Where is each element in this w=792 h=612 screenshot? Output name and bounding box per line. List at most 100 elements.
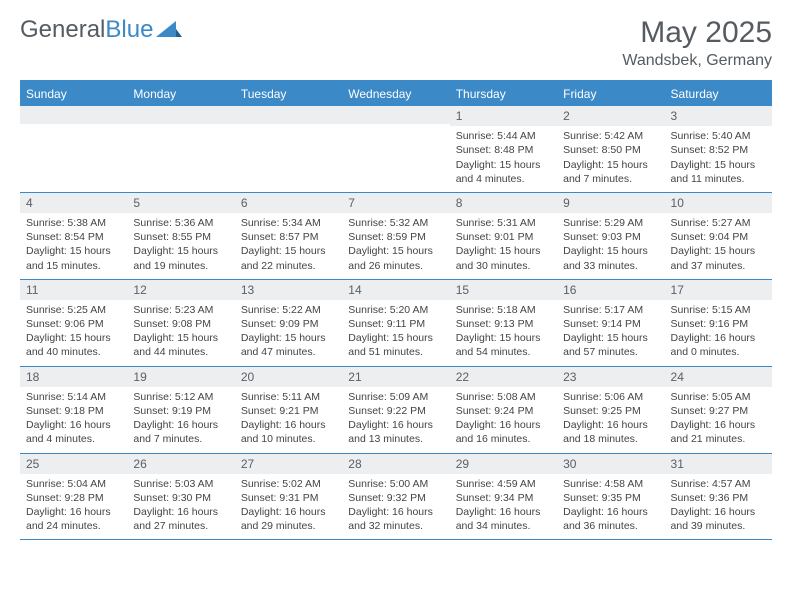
day-cell: 24Sunrise: 5:05 AMSunset: 9:27 PMDayligh… (665, 367, 772, 453)
day-line: Daylight: 15 hours and 26 minutes. (348, 244, 443, 272)
dow-cell: Friday (557, 82, 664, 106)
day-number: 24 (665, 367, 772, 387)
day-body: Sunrise: 5:31 AMSunset: 9:01 PMDaylight:… (450, 213, 557, 279)
day-number (342, 106, 449, 124)
day-cell: 28Sunrise: 5:00 AMSunset: 9:32 PMDayligh… (342, 454, 449, 540)
day-line: Sunset: 9:36 PM (671, 491, 766, 505)
day-line: Daylight: 16 hours and 24 minutes. (26, 505, 121, 533)
day-line: Sunset: 9:31 PM (241, 491, 336, 505)
day-line: Sunset: 9:27 PM (671, 404, 766, 418)
day-cell: 13Sunrise: 5:22 AMSunset: 9:09 PMDayligh… (235, 280, 342, 366)
day-body: Sunrise: 5:25 AMSunset: 9:06 PMDaylight:… (20, 300, 127, 366)
day-line: Sunset: 8:57 PM (241, 230, 336, 244)
day-cell: 2Sunrise: 5:42 AMSunset: 8:50 PMDaylight… (557, 106, 664, 192)
day-line: Sunset: 9:06 PM (26, 317, 121, 331)
day-line: Sunset: 9:28 PM (26, 491, 121, 505)
day-line: Daylight: 15 hours and 11 minutes. (671, 158, 766, 186)
day-cell: 15Sunrise: 5:18 AMSunset: 9:13 PMDayligh… (450, 280, 557, 366)
day-line: Sunset: 9:03 PM (563, 230, 658, 244)
day-number: 31 (665, 454, 772, 474)
brand-general: General (20, 16, 105, 44)
day-number: 5 (127, 193, 234, 213)
brand-blue: Blue (105, 16, 153, 44)
day-number: 30 (557, 454, 664, 474)
day-line: Daylight: 16 hours and 4 minutes. (26, 418, 121, 446)
day-line: Daylight: 15 hours and 30 minutes. (456, 244, 551, 272)
day-number: 15 (450, 280, 557, 300)
day-line: Sunrise: 5:04 AM (26, 477, 121, 491)
day-cell (127, 106, 234, 192)
day-body: Sunrise: 4:58 AMSunset: 9:35 PMDaylight:… (557, 474, 664, 540)
title-block: May 2025 Wandsbek, Germany (622, 16, 772, 70)
day-number: 11 (20, 280, 127, 300)
day-line: Sunrise: 5:09 AM (348, 390, 443, 404)
day-line: Sunset: 9:34 PM (456, 491, 551, 505)
day-line: Sunrise: 5:15 AM (671, 303, 766, 317)
day-number: 17 (665, 280, 772, 300)
calendar-grid: SundayMondayTuesdayWednesdayThursdayFrid… (20, 80, 772, 540)
day-line: Sunrise: 4:58 AM (563, 477, 658, 491)
day-number: 2 (557, 106, 664, 126)
day-line: Daylight: 16 hours and 0 minutes. (671, 331, 766, 359)
day-line: Daylight: 16 hours and 36 minutes. (563, 505, 658, 533)
day-cell: 29Sunrise: 4:59 AMSunset: 9:34 PMDayligh… (450, 454, 557, 540)
day-number (20, 106, 127, 124)
location-label: Wandsbek, Germany (622, 52, 772, 70)
day-line: Sunset: 9:35 PM (563, 491, 658, 505)
day-number: 3 (665, 106, 772, 126)
day-number: 20 (235, 367, 342, 387)
day-line: Daylight: 15 hours and 7 minutes. (563, 158, 658, 186)
day-cell: 1Sunrise: 5:44 AMSunset: 8:48 PMDaylight… (450, 106, 557, 192)
day-number: 23 (557, 367, 664, 387)
day-line: Sunrise: 5:40 AM (671, 129, 766, 143)
day-number: 16 (557, 280, 664, 300)
day-number: 7 (342, 193, 449, 213)
day-line: Daylight: 15 hours and 4 minutes. (456, 158, 551, 186)
brand-logo: GeneralBlue (20, 16, 182, 44)
day-line: Sunset: 8:48 PM (456, 143, 551, 157)
day-line: Daylight: 15 hours and 54 minutes. (456, 331, 551, 359)
day-cell: 23Sunrise: 5:06 AMSunset: 9:25 PMDayligh… (557, 367, 664, 453)
header: GeneralBlue May 2025 Wandsbek, Germany (20, 16, 772, 70)
day-line: Sunset: 9:18 PM (26, 404, 121, 418)
day-body: Sunrise: 5:38 AMSunset: 8:54 PMDaylight:… (20, 213, 127, 279)
day-line: Sunset: 9:14 PM (563, 317, 658, 331)
day-line: Sunset: 9:22 PM (348, 404, 443, 418)
dow-cell: Sunday (20, 82, 127, 106)
day-cell (20, 106, 127, 192)
day-line: Daylight: 16 hours and 34 minutes. (456, 505, 551, 533)
day-number: 26 (127, 454, 234, 474)
dow-cell: Saturday (665, 82, 772, 106)
day-line: Daylight: 16 hours and 16 minutes. (456, 418, 551, 446)
day-line: Sunset: 9:01 PM (456, 230, 551, 244)
day-body: Sunrise: 5:08 AMSunset: 9:24 PMDaylight:… (450, 387, 557, 453)
day-cell: 25 Sunrise: 5:04 AMSunset: 9:28 PMDayligh… (20, 454, 127, 540)
day-line: Sunrise: 5:32 AM (348, 216, 443, 230)
day-line: Sunset: 9:30 PM (133, 491, 228, 505)
day-body (235, 124, 342, 133)
day-line: Daylight: 15 hours and 40 minutes. (26, 331, 121, 359)
day-line: Sunrise: 5:31 AM (456, 216, 551, 230)
day-body: Sunrise: 5:02 AMSunset: 9:31 PMDaylight:… (235, 474, 342, 540)
day-body: Sunrise: 5:18 AMSunset: 9:13 PMDaylight:… (450, 300, 557, 366)
dow-cell: Tuesday (235, 82, 342, 106)
day-number: 10 (665, 193, 772, 213)
day-line: Sunrise: 5:42 AM (563, 129, 658, 143)
day-cell: 11Sunrise: 5:25 AMSunset: 9:06 PMDayligh… (20, 280, 127, 366)
day-cell: 21Sunrise: 5:09 AMSunset: 9:22 PMDayligh… (342, 367, 449, 453)
day-line: Sunset: 9:21 PM (241, 404, 336, 418)
day-line: Daylight: 15 hours and 22 minutes. (241, 244, 336, 272)
day-cell: 4Sunrise: 5:38 AMSunset: 8:54 PMDaylight… (20, 193, 127, 279)
day-number: 25 (20, 454, 127, 474)
day-number (235, 106, 342, 124)
day-line: Sunset: 8:54 PM (26, 230, 121, 244)
day-cell: 9Sunrise: 5:29 AMSunset: 9:03 PMDaylight… (557, 193, 664, 279)
day-cell: 5Sunrise: 5:36 AMSunset: 8:55 PMDaylight… (127, 193, 234, 279)
week-row: 25Sunrise: 5:04 AMSunset: 9:28 PMDayligh… (20, 454, 772, 541)
day-line: Sunrise: 5:23 AM (133, 303, 228, 317)
day-body: Sunrise: 4:57 AMSunset: 9:36 PMDaylight:… (665, 474, 772, 540)
day-of-week-header: SundayMondayTuesdayWednesdayThursdayFrid… (20, 82, 772, 106)
day-line: Sunset: 9:13 PM (456, 317, 551, 331)
day-line: Sunset: 8:52 PM (671, 143, 766, 157)
day-line: Daylight: 15 hours and 57 minutes. (563, 331, 658, 359)
